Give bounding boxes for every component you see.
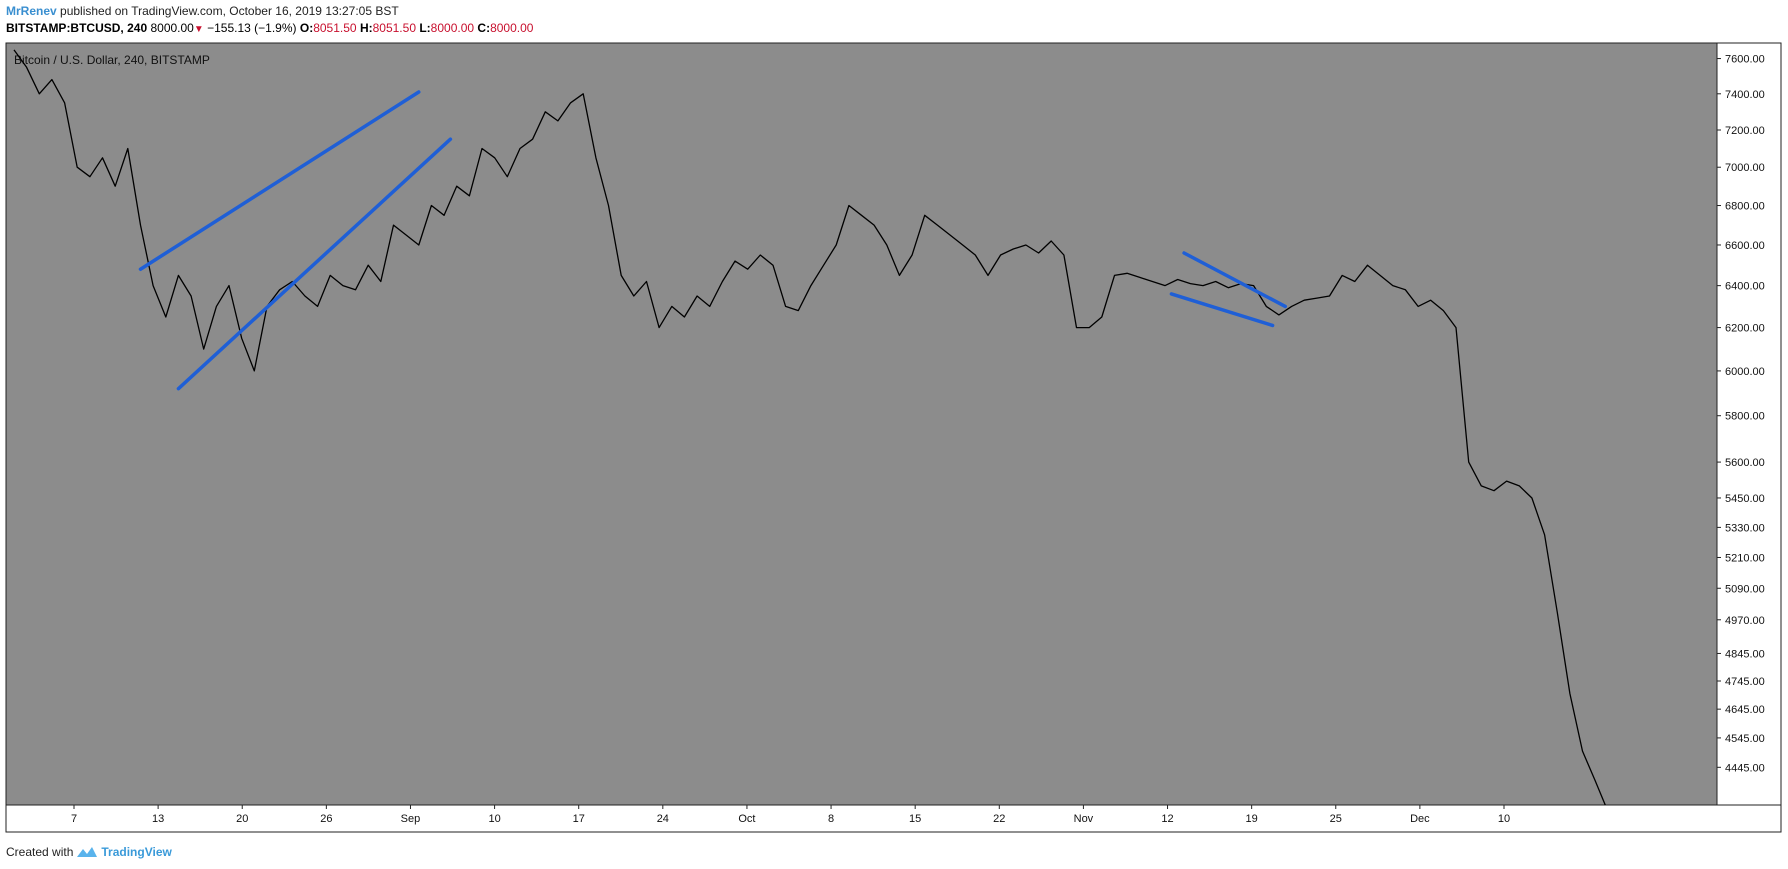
y-tick-label: 5450.00 [1725, 493, 1765, 505]
y-tick-label: 4645.00 [1725, 704, 1765, 716]
symbol-label: BITSTAMP:BTCUSD, 240 [6, 21, 148, 35]
x-tick-label: Nov [1074, 813, 1094, 825]
down-arrow-icon: ▼ [193, 24, 204, 35]
x-tick-label: 8 [828, 813, 834, 825]
created-with-text: Created with [6, 845, 74, 859]
y-tick-label: 7600.00 [1725, 54, 1765, 66]
y-tick-label: 6200.00 [1725, 323, 1765, 335]
price-series-line [13, 49, 1606, 805]
y-tick-label: 7000.00 [1725, 162, 1765, 174]
high-value: 8051.50 [372, 21, 416, 35]
x-tick-label: 19 [1246, 813, 1258, 825]
x-tick-label: 12 [1161, 813, 1173, 825]
open-label: O: [299, 21, 314, 35]
y-tick-label: 4445.00 [1725, 762, 1765, 774]
plot-area[interactable] [5, 42, 1718, 806]
y-tick-label: 6600.00 [1725, 240, 1765, 252]
ohlc-line: BITSTAMP:BTCUSD, 240 8000.00▼ −155.13 (−… [6, 21, 533, 35]
open-value: 8051.50 [313, 21, 357, 35]
trendline[interactable] [1169, 292, 1275, 328]
y-tick-label: 7200.00 [1725, 125, 1765, 137]
close-value: 8000.00 [490, 21, 534, 35]
y-axis-panel[interactable] [1716, 42, 1782, 806]
x-tick-label: 25 [1330, 813, 1342, 825]
x-tick-label: 10 [488, 813, 500, 825]
published-text: published on TradingView.com, October 16… [60, 4, 399, 18]
price-change: −155.13 (−1.9%) [207, 21, 297, 35]
publish-line: MrRenev published on TradingView.com, Oc… [6, 4, 399, 18]
chart-title: Bitcoin / U.S. Dollar, 240, BITSTAMP [14, 53, 210, 67]
x-tick-label: 7 [71, 813, 77, 825]
y-tick-label: 6800.00 [1725, 201, 1765, 213]
trendline[interactable] [1182, 251, 1287, 309]
x-tick-label: 13 [152, 813, 164, 825]
y-tick-label: 6000.00 [1725, 366, 1765, 378]
y-tick-label: 5090.00 [1725, 583, 1765, 595]
y-tick-label: 4970.00 [1725, 615, 1765, 627]
y-tick-label: 4845.00 [1725, 648, 1765, 660]
y-tick-label: 5210.00 [1725, 552, 1765, 564]
high-label: H: [359, 21, 373, 35]
x-tick-label: 26 [320, 813, 332, 825]
last-price: 8000.00 [150, 21, 194, 35]
trendline[interactable] [138, 90, 421, 271]
low-value: 8000.00 [430, 21, 475, 35]
x-tick-label: 24 [657, 813, 669, 825]
x-tick-label: Dec [1410, 813, 1430, 825]
tradingview-brand[interactable]: TradingView [101, 845, 172, 859]
x-tick-label: Sep [401, 813, 421, 825]
x-tick-label: Oct [738, 813, 755, 825]
x-tick-label: 10 [1498, 813, 1510, 825]
y-tick-label: 5800.00 [1725, 411, 1765, 423]
y-tick-label: 5600.00 [1725, 457, 1765, 469]
y-tick-label: 4545.00 [1725, 733, 1765, 745]
x-tick-label: 17 [573, 813, 585, 825]
y-tick-label: 5330.00 [1725, 522, 1765, 534]
y-tick-label: 7400.00 [1725, 89, 1765, 101]
author-link[interactable]: MrRenev [6, 4, 57, 18]
footer: Created with TradingView [6, 845, 172, 859]
x-tick-label: 20 [236, 813, 248, 825]
y-tick-label: 4745.00 [1725, 676, 1765, 688]
x-tick-label: 15 [909, 813, 921, 825]
x-tick-label: 22 [993, 813, 1005, 825]
y-tick-label: 6400.00 [1725, 281, 1765, 293]
trendline[interactable] [176, 137, 453, 391]
close-label: C: [477, 21, 491, 35]
tradingview-logo-icon [77, 847, 98, 857]
x-axis-panel[interactable] [5, 804, 1782, 833]
low-label: L: [419, 21, 431, 35]
